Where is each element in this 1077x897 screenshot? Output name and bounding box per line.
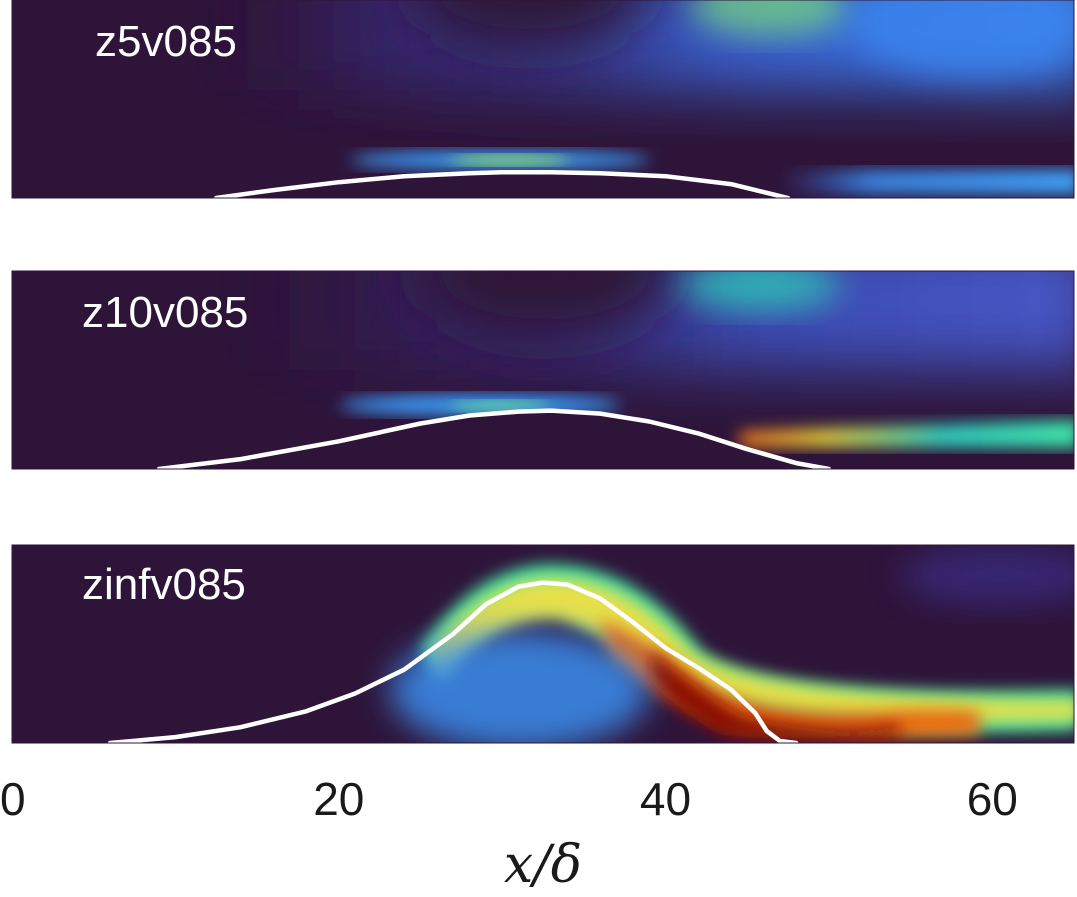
x-tick-label: 20 [313,773,364,825]
panel-label: z5v085 [95,17,237,66]
panel-label: z10v085 [82,288,248,337]
interface-curve [156,408,832,469]
x-axis-label: x/δ [504,835,582,895]
interface-curve [107,580,799,743]
x-axis: 0 20 40 60 [0,773,1018,825]
panel-z10v085 [12,271,1074,469]
x-tick-label: 40 [640,773,691,825]
panel-z5v085 [12,0,1074,198]
interface-curve [213,170,791,198]
panel-frame [11,0,1075,199]
x-tick-label: 0 [0,773,26,825]
panel-frame [11,544,1075,744]
interface-body [216,172,789,198]
panel-label: zinfv085 [82,560,246,609]
panel-zinfv085 [12,545,1074,743]
x-tick-label: 60 [967,773,1018,825]
panel-frame [11,270,1075,470]
